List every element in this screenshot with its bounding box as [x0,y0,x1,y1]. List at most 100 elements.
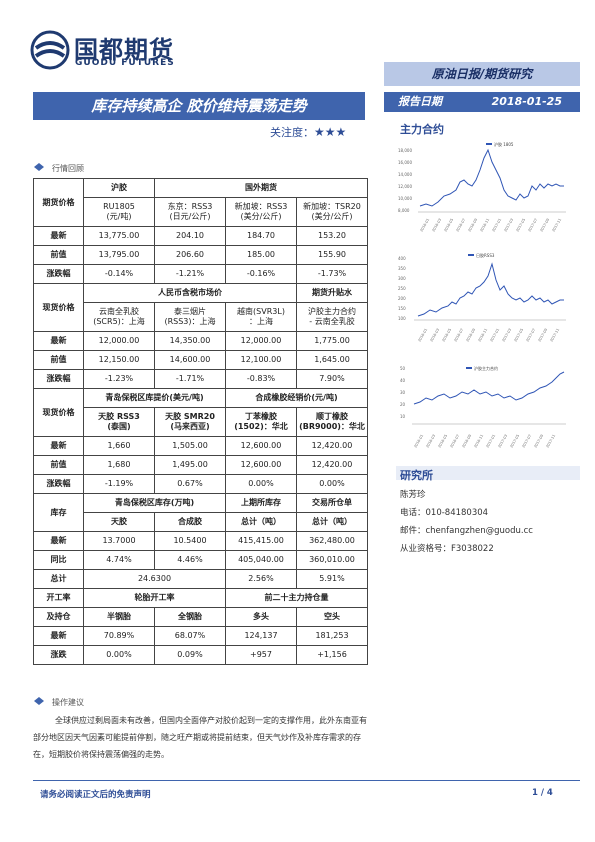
report-date-label: 报告日期 [398,95,442,108]
table-row: 云南全乳胶 (SCR5)：上海 泰三烟片 (RSS3)：上海 越南(SVR3L)… [34,302,368,332]
table-cell: -1.73% [296,264,368,284]
table-cell: 半钢胎 [83,607,155,627]
logo-english-text: GUODU FUTURES [75,58,175,68]
table-cell: 12,000.00 [225,331,297,351]
y-tick-label: 300 [398,276,406,281]
chart-legend: 沪胶 1805 [494,141,514,147]
table-cell: 新加坡：TSR20 (美分/公斤) [296,197,368,227]
table-row: 总计 24.6300 2.56% 5.91% [33,569,368,589]
table-row: 最新 12,000.00 14,350.00 12,000.00 1,775.0… [33,331,368,351]
x-tick-label: 2017-11 [545,434,556,449]
table-cell: 期货价格 [33,178,84,227]
table-cell: 库存 [33,493,84,532]
table-cell: 现货价格 [33,283,84,332]
table-cell: 合成胶 [154,512,226,532]
x-tick-label: 2016-11 [473,434,484,449]
table-cell: -1.19% [83,474,155,494]
y-tick-label: 200 [398,296,406,301]
table-cell: 155.90 [296,245,368,265]
table-cell: 405,040.00 [225,550,297,570]
x-tick-label: 2017-05 [515,218,526,233]
analyst-phone: 电话：010-84180304 [400,508,489,518]
x-tick-label: 2016-07 [453,328,464,343]
table-cell: 415,415.00 [225,531,297,551]
x-tick-label: 2016-09 [461,434,472,449]
table-cell: 13,775.00 [83,226,155,246]
table-cell: 青岛保税区库存(万吨) [83,493,226,513]
table-cell: 1,645.00 [296,350,368,370]
y-tick-label: 250 [398,286,406,291]
y-tick-label: 150 [398,306,406,311]
x-tick-label: 2017-07 [521,434,532,449]
table-cell: 最新 [33,626,84,646]
table-cell: 总计 [33,569,84,589]
x-tick-label: 2017-03 [501,328,512,343]
table-cell: 泰三烟片 (RSS3)：上海 [154,302,226,332]
table-cell: 轮胎开工率 [83,588,226,608]
table-cell: 涨跌幅 [33,474,84,494]
table-cell: 70.89% [83,626,155,646]
y-tick-label: 20 [400,402,406,407]
series-line [419,148,564,207]
market-review-title: 行情回顾 [52,164,84,173]
table-row: 最新 1,660 1,505.00 12,600.00 12,420.00 [33,436,368,456]
x-tick-label: 2016-01 [419,218,430,233]
table-cell: 1,660 [83,436,155,456]
advice-title: 操作建议 [52,698,84,707]
table-cell: 沪胶主力合约 - 云南全乳胶 [296,302,368,332]
table-cell: 68.07% [154,626,226,646]
table-row: 及持仓 半钢胎 全钢胎 多头 空头 [33,607,368,627]
x-tick-label: 2017-09 [537,328,548,343]
table-cell: 360,010.00 [296,550,368,570]
attention-label: 关注度： [270,126,314,139]
section-icon [34,163,44,171]
table-row: 最新 13.7000 10.5400 415,415.00 362,480.00 [33,531,368,551]
table-cell: RU1805 (元/吨) [83,197,155,227]
table-row: 涨跌幅 -1.19% 0.67% 0.00% 0.00% [33,474,368,494]
table-cell: 总计（吨） [225,512,297,532]
y-tick-label: 350 [398,266,406,271]
table-cell: 最新 [33,436,84,456]
chart-legend: 日胶RSS3 [476,252,495,258]
table-cell: 最新 [33,331,84,351]
x-tick-label: 2016-11 [479,218,490,233]
x-tick-label: 2017-05 [509,434,520,449]
table-row: 同比 4.74% 4.46% 405,040.00 360,010.00 [33,550,368,570]
table-cell: 7.90% [296,369,368,389]
table-cell: 1,680 [83,455,155,475]
x-tick-label: 2017-09 [533,434,544,449]
y-tick-label: 10 [400,414,406,419]
x-tick-label: 2016-05 [437,434,448,449]
table-cell: 多头 [225,607,297,627]
table-cell: 0.00% [225,474,297,494]
table-cell: -0.83% [225,369,297,389]
table-cell: 前二十主力持仓量 [225,588,368,608]
x-tick-label: 2017-07 [525,328,536,343]
x-tick-label: 2016-07 [455,218,466,233]
x-tick-label: 2016-01 [413,434,424,449]
x-tick-label: 2016-07 [449,434,460,449]
attention-rating: 关注度：★★★ [270,124,346,140]
footer-divider [33,780,580,781]
table-cell: 12,600.00 [225,436,297,456]
logo-chinese-text: 国都期货 [74,36,174,64]
table-cell: 上期所库存 [225,493,297,513]
series-line [413,371,565,405]
table-cell: 204.10 [154,226,226,246]
table-row: RU1805 (元/吨) 东京：RSS3 (日元/公斤) 新加坡：RSS3 (美… [34,197,368,227]
report-date-value: 2018-01-25 [491,95,562,108]
y-tick-label: 50 [400,366,406,371]
table-cell: +957 [225,645,297,665]
disclaimer-link[interactable]: 请务必阅读正文后的免责声明 [40,790,151,800]
table-cell: 顺丁橡胶 (BR9000)：华北 [296,407,368,437]
table-cell: 涨跌 [33,645,84,665]
series-line [417,262,564,317]
table-cell: 14,350.00 [154,331,226,351]
table-cell: 12,100.00 [225,350,297,370]
research-heading-bar [396,466,580,480]
y-tick-label: 10,000 [398,196,412,201]
analyst-email[interactable]: 邮件：chenfangzhen@guodu.cc [400,526,533,536]
x-tick-label: 2017-01 [489,328,500,343]
table-cell: 天胶 SMR20 (马来西亚) [154,407,226,437]
table-cell: 362,480.00 [296,531,368,551]
